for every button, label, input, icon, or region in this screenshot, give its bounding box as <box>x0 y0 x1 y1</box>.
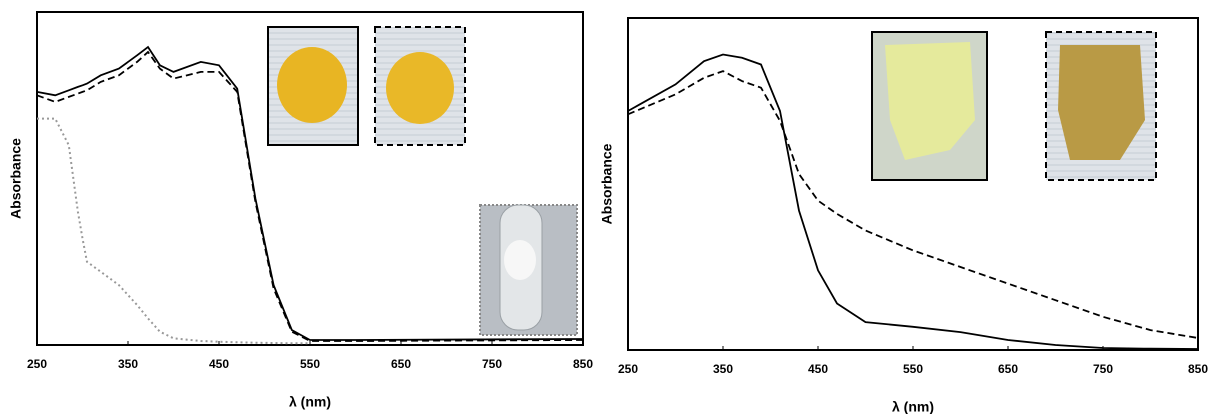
y-axis-title: Absorbance <box>8 138 24 219</box>
x-tick-label: 850 <box>573 357 593 371</box>
x-tick-label: 450 <box>808 362 828 376</box>
x-tick-label: 250 <box>618 362 638 376</box>
x-axis-title: λ (nm) <box>289 394 331 410</box>
x-tick-label: 850 <box>1188 362 1208 376</box>
x-tick-label: 550 <box>300 357 320 371</box>
x-tick-label: 450 <box>209 357 229 371</box>
series-line <box>627 70 1199 339</box>
x-tick-label: 750 <box>482 357 502 371</box>
series-line <box>37 117 310 345</box>
x-tick-label: 650 <box>391 357 411 371</box>
y-axis-title: Absorbance <box>599 143 615 224</box>
x-tick-label: 750 <box>1093 362 1113 376</box>
x-axis-title: λ (nm) <box>892 399 934 414</box>
series-line <box>627 53 1199 350</box>
photo-insets <box>267 26 1157 336</box>
x-tick-label: 250 <box>27 357 47 371</box>
x-tick-label: 650 <box>998 362 1018 376</box>
x-tick-label: 550 <box>903 362 923 376</box>
series-line <box>36 50 584 342</box>
x-tick-label: 350 <box>118 357 138 371</box>
x-tick-label: 350 <box>713 362 733 376</box>
